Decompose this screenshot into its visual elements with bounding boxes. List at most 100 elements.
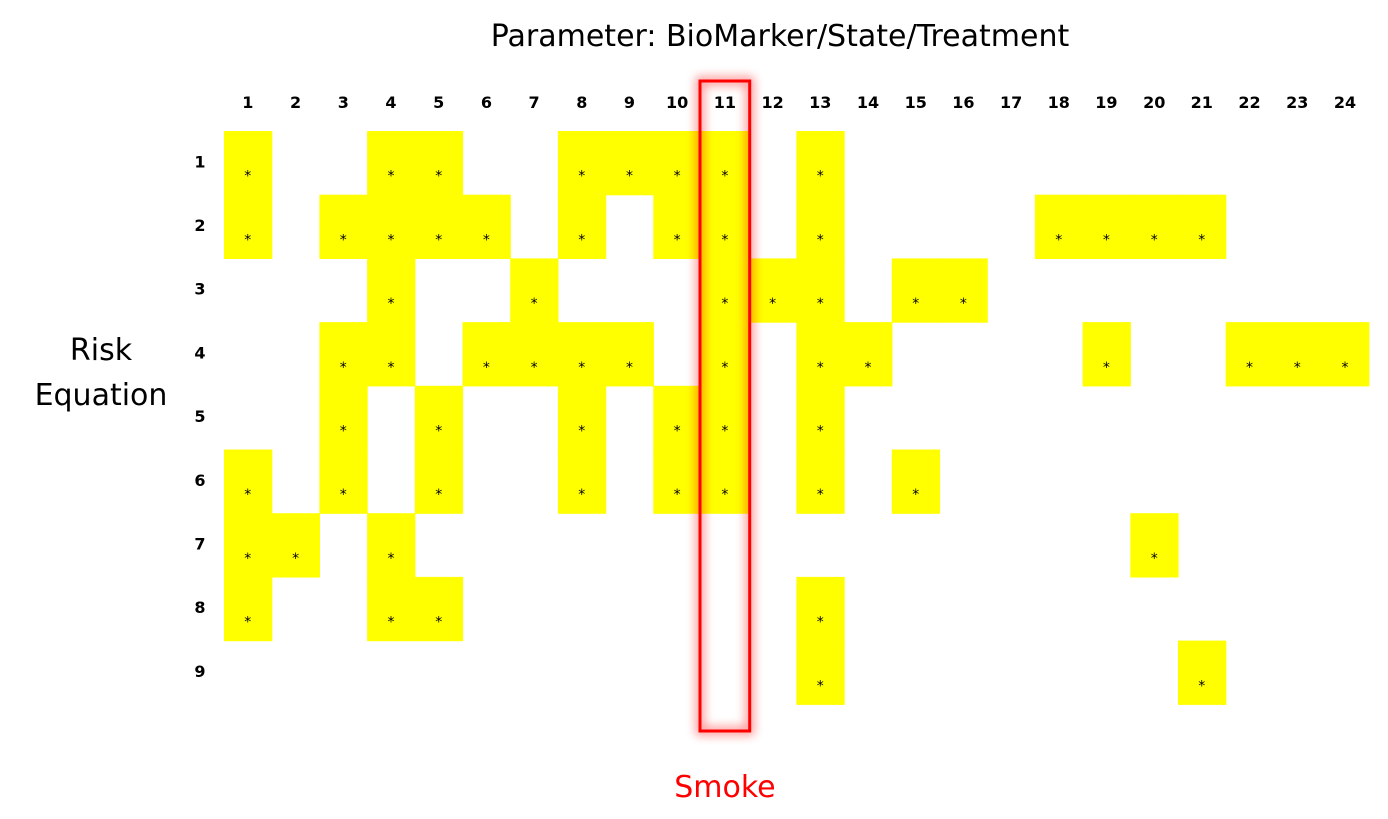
heatmap-cell bbox=[510, 322, 559, 387]
heatmap-cell bbox=[510, 258, 559, 323]
y-tick-label: 1 bbox=[194, 152, 205, 171]
y-tick-label: 7 bbox=[194, 535, 205, 554]
x-tick-label: 8 bbox=[576, 93, 587, 112]
heatmap-cell bbox=[224, 513, 273, 578]
heatmap-cell bbox=[414, 576, 464, 642]
cell-marker: * bbox=[244, 487, 251, 503]
cell-marker: * bbox=[531, 360, 538, 376]
cell-marker: * bbox=[244, 169, 251, 185]
heatmap-cell bbox=[1082, 322, 1131, 387]
heatmap-cell bbox=[319, 385, 368, 451]
heatmap-cell bbox=[796, 194, 845, 259]
cell-marker: * bbox=[817, 232, 824, 248]
heatmap-cell bbox=[1178, 194, 1227, 259]
x-tick-label: 16 bbox=[952, 93, 974, 112]
cell-marker: * bbox=[435, 424, 442, 440]
cell-marker: * bbox=[721, 232, 728, 248]
heatmap-cell bbox=[796, 258, 845, 323]
cell-marker: * bbox=[244, 232, 251, 248]
cell-marker: * bbox=[388, 551, 395, 567]
cell-marker: * bbox=[865, 360, 872, 376]
cell-marker: * bbox=[626, 360, 633, 376]
cell-marker: * bbox=[1198, 232, 1205, 248]
x-tick-label: 4 bbox=[385, 93, 396, 112]
cell-marker: * bbox=[578, 169, 585, 185]
cell-marker: * bbox=[721, 487, 728, 503]
heatmap-cells: * * * * * * * * * * * * * * * * * * * * * * * * * * * * * * * * * * * * * * * *… bbox=[224, 131, 1370, 705]
cell-marker: * bbox=[578, 487, 585, 503]
x-tick-label: 9 bbox=[624, 93, 635, 112]
heatmap-cell bbox=[319, 322, 368, 387]
cell-marker: * bbox=[721, 169, 728, 185]
heatmap-cell bbox=[1225, 322, 1274, 387]
heatmap-cell bbox=[224, 449, 273, 514]
x-tick-labels: 1 2 3 4 5 6 7 8 9 10 11 12 13 14 15 16 17 18 19 20 21 22 23 24 bbox=[242, 93, 1356, 112]
heatmap-cell bbox=[701, 258, 750, 323]
heatmap-cell bbox=[1273, 322, 1322, 387]
x-tick-label: 11 bbox=[714, 93, 736, 112]
heatmap-cell bbox=[796, 322, 845, 387]
cell-marker: * bbox=[817, 360, 824, 376]
heatmap-cell bbox=[1321, 322, 1370, 387]
cell-marker: * bbox=[912, 296, 919, 312]
x-tick-label: 1 bbox=[242, 93, 253, 112]
heatmap-cell bbox=[224, 194, 273, 259]
y-tick-label: 3 bbox=[194, 280, 205, 299]
heatmap-cell bbox=[1130, 194, 1179, 259]
cell-marker: * bbox=[244, 551, 251, 567]
highlight-box bbox=[698, 79, 752, 733]
cell-marker: * bbox=[388, 232, 395, 248]
heatmap-cell bbox=[414, 385, 464, 451]
heatmap-cell bbox=[701, 322, 750, 387]
cell-marker: * bbox=[578, 424, 585, 440]
y-tick-labels: 1 2 3 4 5 6 7 8 9 bbox=[194, 152, 205, 681]
highlight-column bbox=[696, 77, 754, 735]
heatmap-cell bbox=[701, 131, 750, 196]
y-axis-label-line-2: Equation bbox=[35, 378, 168, 413]
cell-marker: * bbox=[817, 296, 824, 312]
cell-marker: * bbox=[1342, 360, 1349, 376]
cell-marker: * bbox=[388, 296, 395, 312]
heatmap-cell bbox=[557, 449, 607, 514]
heatmap-cell bbox=[1034, 194, 1084, 259]
heatmap-cell bbox=[796, 385, 845, 451]
cell-marker: * bbox=[674, 424, 681, 440]
y-tick-label: 5 bbox=[194, 407, 205, 426]
heatmap-cell bbox=[414, 449, 464, 514]
cell-marker: * bbox=[1103, 232, 1110, 248]
cell-marker: * bbox=[340, 232, 347, 248]
cell-marker: * bbox=[721, 360, 728, 376]
cell-marker: * bbox=[1055, 232, 1062, 248]
cell-marker: * bbox=[817, 424, 824, 440]
cell-marker: * bbox=[817, 487, 824, 503]
heatmap-cell bbox=[939, 258, 988, 323]
cell-marker: * bbox=[1151, 232, 1158, 248]
x-tick-label: 21 bbox=[1191, 93, 1213, 112]
cell-marker: * bbox=[531, 296, 538, 312]
x-tick-label: 19 bbox=[1095, 93, 1117, 112]
heatmap-cell bbox=[367, 576, 416, 642]
x-tick-label: 7 bbox=[529, 93, 540, 112]
heatmap-cell bbox=[796, 131, 845, 196]
cell-marker: * bbox=[674, 232, 681, 248]
cell-marker: * bbox=[912, 487, 919, 503]
highlight-label-smoke: Smoke bbox=[674, 770, 775, 805]
heatmap-cell bbox=[414, 131, 464, 196]
heatmap-cell bbox=[605, 131, 654, 196]
heatmap-cell bbox=[367, 513, 416, 578]
cell-marker: * bbox=[435, 487, 442, 503]
heatmap-cell bbox=[1082, 194, 1131, 259]
cell-marker: * bbox=[674, 169, 681, 185]
cell-marker: * bbox=[817, 615, 824, 631]
heatmap-cell bbox=[367, 258, 416, 323]
heatmap-cell bbox=[367, 194, 416, 259]
cell-marker: * bbox=[1198, 678, 1205, 694]
cell-marker: * bbox=[817, 169, 824, 185]
cell-marker: * bbox=[435, 169, 442, 185]
y-tick-label: 9 bbox=[194, 662, 205, 681]
x-tick-label: 23 bbox=[1286, 93, 1308, 112]
cell-marker: * bbox=[1103, 360, 1110, 376]
heatmap-cell bbox=[557, 194, 607, 259]
y-axis-label-line-1: Risk bbox=[70, 333, 133, 368]
